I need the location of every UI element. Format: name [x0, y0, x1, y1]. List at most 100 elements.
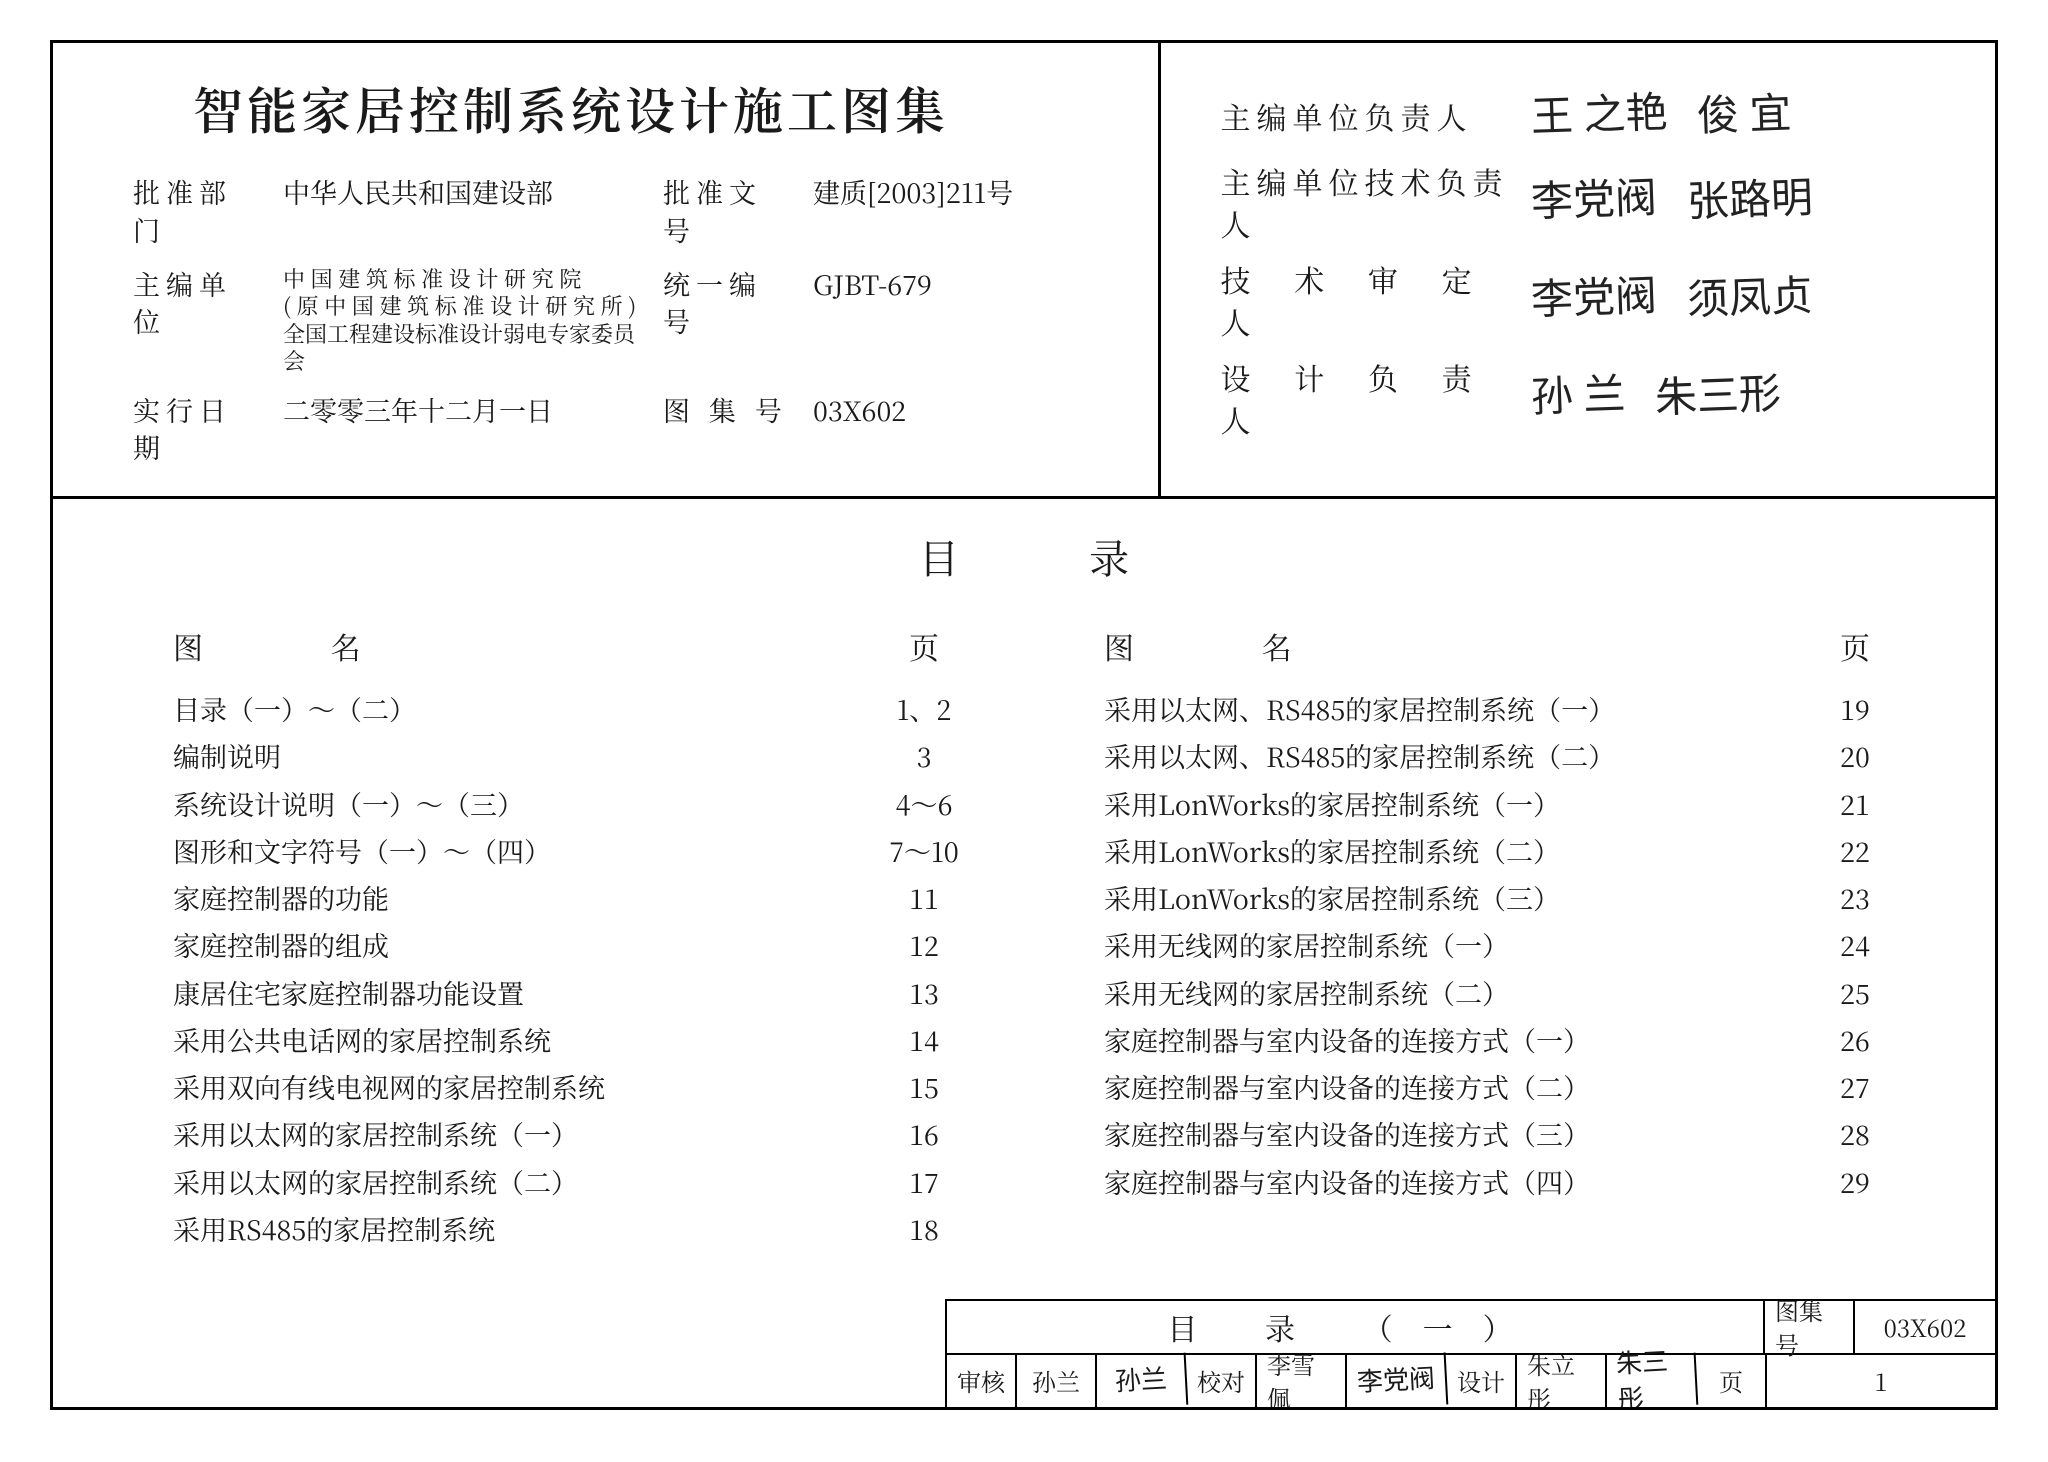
toc-col-page-label: 页	[1795, 625, 1915, 667]
toc-item-name: 家庭控制器与室内设备的连接方式（二）	[1064, 1063, 1795, 1110]
toc-item-name: 采用以太网的家居控制系统（一）	[133, 1110, 864, 1157]
toc-item-page: 14	[864, 1016, 984, 1063]
editor-label: 主编单位	[133, 265, 263, 341]
toc-item-page: 29	[1795, 1158, 1915, 1205]
album-no: 03X602	[1855, 1301, 1995, 1353]
check-sig: 李党阀	[1346, 1352, 1449, 1407]
toc-head-right: 图 名 页	[1064, 625, 1915, 667]
toc-right-rows: 采用以太网、RS485的家居控制系统（一）19采用以太网、RS485的家居控制系…	[1064, 685, 1915, 1205]
toc-item-page: 13	[864, 969, 984, 1016]
sig2-label: 主编单位技术负责人	[1221, 160, 1521, 244]
toc-row: 家庭控制器的组成12	[133, 921, 984, 968]
sig4b: 朱三形	[1654, 366, 1782, 429]
toc-item-name: 家庭控制器与室内设备的连接方式（三）	[1064, 1110, 1795, 1157]
toc-item-name: 家庭控制器与室内设备的连接方式（一）	[1064, 1016, 1795, 1063]
sig-row-3: 技 术 审 定 人 李党阀 须凤贞	[1221, 258, 1935, 342]
toc-item-page: 19	[1795, 685, 1915, 732]
toc-item-name: 图形和文字符号（一）～（四）	[133, 827, 864, 874]
toc-item-name: 采用RS485的家居控制系统	[133, 1205, 864, 1252]
toc-row: 采用以太网的家居控制系统（二）17	[133, 1158, 984, 1205]
toc-item-page: 15	[864, 1063, 984, 1110]
design-label: 设计	[1447, 1355, 1517, 1407]
toc-item-name: 采用无线网的家居控制系统（一）	[1064, 921, 1795, 968]
check-label: 校对	[1187, 1355, 1257, 1407]
page-label: 页	[1697, 1355, 1767, 1407]
check-name: 李雪佩	[1257, 1355, 1347, 1407]
sig2a: 李党阀	[1530, 170, 1658, 233]
toc-row: 采用以太网、RS485的家居控制系统（二）20	[1064, 732, 1915, 779]
page-no: 1	[1767, 1355, 1995, 1407]
toc-row: 采用以太网的家居控制系统（一）16	[133, 1110, 984, 1157]
toc-item-name: 家庭控制器的组成	[133, 921, 864, 968]
toc-item-page: 4～6	[864, 780, 984, 827]
toc-item-page: 24	[1795, 921, 1915, 968]
toc-item-page: 25	[1795, 969, 1915, 1016]
toc-item-name: 采用以太网的家居控制系统（二）	[133, 1158, 864, 1205]
album-label: 图集号	[1765, 1301, 1855, 1353]
toc-item-page: 23	[1795, 874, 1915, 921]
toc-item-page: 11	[864, 874, 984, 921]
toc-item-name: 采用以太网、RS485的家居控制系统（二）	[1064, 732, 1795, 779]
toc-item-page: 7～10	[864, 827, 984, 874]
toc-item-page: 20	[1795, 732, 1915, 779]
sig1a: 王 之艳	[1530, 85, 1668, 149]
toc-item-name: 家庭控制器与室内设备的连接方式（四）	[1064, 1158, 1795, 1205]
toc-head-left: 图 名 页	[133, 625, 984, 667]
review-label: 审核	[947, 1355, 1017, 1407]
album-no: 03X602	[813, 391, 1073, 429]
document-title: 智能家居控制系统设计施工图集	[193, 73, 1098, 143]
sig3-label: 技 术 审 定 人	[1221, 258, 1521, 342]
uni-code-label: 统一编号	[663, 265, 793, 341]
toc-item-name: 采用LonWorks的家居控制系统（二）	[1064, 827, 1795, 874]
sig4a: 孙 兰	[1530, 367, 1627, 429]
toc-row: 家庭控制器的功能11	[133, 874, 984, 921]
sig-row-2: 主编单位技术负责人 李党阀 张路明	[1221, 160, 1935, 244]
toc-item-name: 采用LonWorks的家居控制系统（一）	[1064, 780, 1795, 827]
approve-no: 建质[2003]211号	[813, 173, 1073, 211]
toc-col-name-label: 图 名	[133, 625, 864, 667]
approve-no-label: 批准文号	[663, 173, 793, 249]
toc-row: 采用无线网的家居控制系统（一）24	[1064, 921, 1915, 968]
drawing-sheet: 智能家居控制系统设计施工图集 批准部门 中华人民共和国建设部 批准文号 建质[2…	[50, 40, 1998, 1410]
toc-item-page: 16	[864, 1110, 984, 1157]
toc-col-name-label: 图 名	[1064, 625, 1795, 667]
approve-dept: 中华人民共和国建设部	[283, 173, 643, 211]
sig3a: 李党阀	[1530, 268, 1658, 331]
toc-item-page: 22	[1795, 827, 1915, 874]
toc-row: 图形和文字符号（一）～（四）7～10	[133, 827, 984, 874]
toc-row: 采用LonWorks的家居控制系统（三）23	[1064, 874, 1915, 921]
design-name: 朱立彤	[1517, 1355, 1607, 1407]
toc-item-name: 目录（一）～（二）	[133, 685, 864, 732]
toc-row: 采用公共电话网的家居控制系统14	[133, 1016, 984, 1063]
meta-grid: 批准部门 中华人民共和国建设部 批准文号 建质[2003]211号 主编单位 中…	[133, 173, 1098, 466]
review-sig: 孙兰	[1096, 1353, 1189, 1407]
sig3b: 须凤贞	[1686, 268, 1814, 331]
toc-col-left: 图 名 页 目录（一）～（二）1、2编制说明3系统设计说明（一）～（三）4～6图…	[133, 625, 984, 1252]
effect-date: 二零零三年十二月一日	[283, 391, 643, 429]
toc-item-name: 家庭控制器的功能	[133, 874, 864, 921]
toc-left-rows: 目录（一）～（二）1、2编制说明3系统设计说明（一）～（三）4～6图形和文字符号…	[133, 685, 984, 1252]
toc-row: 采用以太网、RS485的家居控制系统（一）19	[1064, 685, 1915, 732]
toc-title: 目 录	[193, 529, 1915, 585]
toc-item-page: 12	[864, 921, 984, 968]
effect-date-label: 实行日期	[133, 391, 263, 467]
toc-col-right: 图 名 页 采用以太网、RS485的家居控制系统（一）19采用以太网、RS485…	[1064, 625, 1915, 1252]
title-block-row1: 目 录 （一） 图集号 03X602	[945, 1299, 1995, 1353]
toc-item-name: 采用无线网的家居控制系统（二）	[1064, 969, 1795, 1016]
toc-row: 采用双向有线电视网的家居控制系统15	[133, 1063, 984, 1110]
toc-item-page: 21	[1795, 780, 1915, 827]
sig-row-4: 设 计 负 责 人 孙 兰 朱三形	[1221, 356, 1935, 440]
toc-item-page: 27	[1795, 1063, 1915, 1110]
header-left: 智能家居控制系统设计施工图集 批准部门 中华人民共和国建设部 批准文号 建质[2…	[53, 43, 1161, 496]
sig2b: 张路明	[1686, 170, 1814, 233]
toc-item-page: 3	[864, 732, 984, 779]
toc-row: 编制说明3	[133, 732, 984, 779]
toc-item-page: 17	[864, 1158, 984, 1205]
toc-item-name: 采用公共电话网的家居控制系统	[133, 1016, 864, 1063]
header: 智能家居控制系统设计施工图集 批准部门 中华人民共和国建设部 批准文号 建质[2…	[53, 43, 1995, 499]
toc-item-page: 1、2	[864, 685, 984, 732]
toc-item-page: 28	[1795, 1110, 1915, 1157]
uni-code: GJBT-679	[813, 265, 1073, 303]
toc-item-page: 26	[1795, 1016, 1915, 1063]
toc-row: 康居住宅家庭控制器功能设置13	[133, 969, 984, 1016]
